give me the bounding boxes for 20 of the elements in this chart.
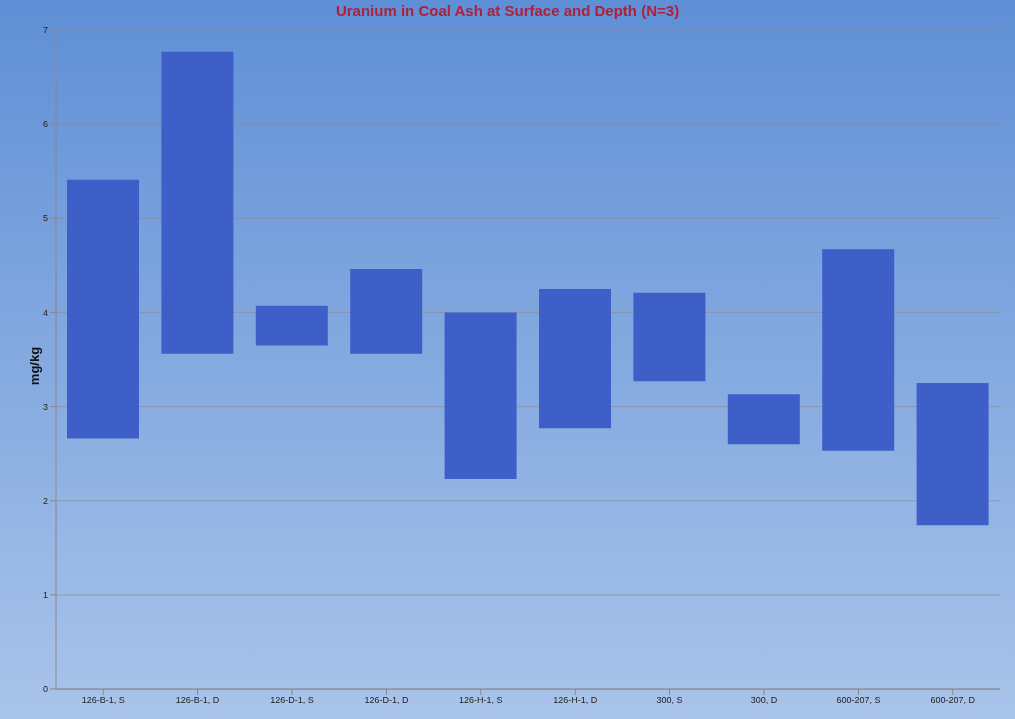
x-tick-label: 126-D-1, D xyxy=(364,695,409,706)
x-tick-label: 300, D xyxy=(750,695,778,706)
x-tick-label: 126-B-1, S xyxy=(81,695,125,706)
y-axis-title: mg/kg xyxy=(26,346,42,386)
y-tick-label: 7 xyxy=(42,25,48,36)
x-tick-label: 300, S xyxy=(656,695,683,706)
y-tick-label: 2 xyxy=(42,495,48,506)
y-tick-label: 0 xyxy=(42,684,48,695)
chart-title: Uranium in Coal Ash at Surface and Depth (N=3) xyxy=(334,2,681,19)
x-tick-label: 126-D-1, S xyxy=(270,695,314,706)
y-tick-label: 4 xyxy=(42,307,48,318)
y-tick-label: 3 xyxy=(42,401,48,412)
x-tick-label: 126-H-1, D xyxy=(553,695,598,706)
y-tick-label: 1 xyxy=(42,590,48,601)
x-tick-label: 126-H-1, S xyxy=(459,695,503,706)
x-tick-label: 600-207, S xyxy=(836,695,881,706)
x-tick-label: 600-207, D xyxy=(930,695,976,706)
y-tick-label: 6 xyxy=(42,119,48,130)
x-tick-label: 126-B-1, D xyxy=(175,695,220,706)
y-tick-label: 5 xyxy=(42,213,48,224)
